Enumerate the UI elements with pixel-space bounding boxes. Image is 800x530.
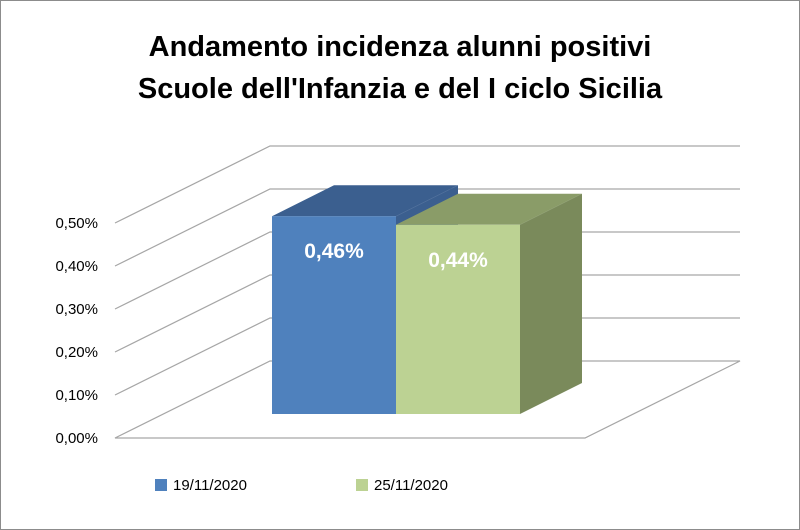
chart-title: Andamento incidenza alunni positivi Scuo… [0,26,800,110]
y-tick-label: 0,30% [55,301,98,318]
y-tick-label: 0,00% [55,430,98,447]
bar-2: 0,44% [396,193,582,414]
legend-label: 25/11/2020 [374,477,448,494]
gridline [114,188,740,267]
chart-title-line-2: Scuole dell'Infanzia e del I ciclo Sicil… [137,73,663,105]
legend: 19/11/2020 25/11/2020 [155,477,448,494]
legend-swatch [356,479,368,491]
bar-side-face [520,193,582,414]
gridline [114,274,740,353]
floor-outline [114,360,741,439]
bar-data-label: 0,44% [428,249,488,272]
gridlines [114,145,740,396]
gridline [114,145,740,224]
legend-label: 19/11/2020 [173,477,247,494]
bars: 0,46% 0,44% [272,185,582,414]
bar-front-face [272,216,396,414]
y-tick-label: 0,50% [55,215,98,232]
y-tick-label: 0,40% [55,258,98,275]
chart-title-line-1: Andamento incidenza alunni positivi [148,31,652,63]
legend-item-2: 25/11/2020 [356,477,448,494]
bar-front-face [396,224,520,414]
legend-item-1: 19/11/2020 [155,477,247,494]
y-tick-label: 0,20% [55,344,98,361]
plot-walls [114,360,741,439]
y-tick-label: 0,10% [55,387,98,404]
gridline [114,317,740,396]
bar-data-label: 0,46% [304,240,364,263]
gridline [114,231,740,310]
legend-swatch [155,479,167,491]
y-axis-ticks: 0,00% 0,10% 0,20% 0,30% 0,40% 0,50% [55,215,98,447]
